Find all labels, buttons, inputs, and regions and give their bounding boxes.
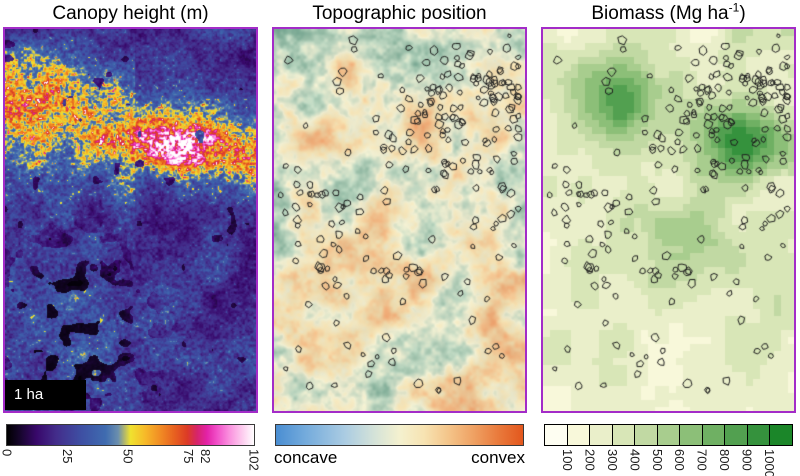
scale-bar-label: 1 ha [14,386,44,403]
colorbar-tick-label: 800 [717,449,733,471]
topographic-position-colorbar [275,424,524,446]
scale-bar: 1 ha [5,380,86,410]
biomass-class-swatch [612,425,636,445]
canopy-colorbar-ticks: 0 25 50 75 82 102 [0,446,262,476]
biomass-map [541,27,796,413]
canopy-height-map: 1 ha [3,27,258,413]
colorbar-tick-label: 1000 [762,449,778,476]
biomass-class-swatch [590,425,613,445]
biomass-class-swatch [545,425,568,445]
biomass-class-swatch [657,425,681,445]
colorbar-tick-label: 600 [672,449,688,471]
colorbar-tick-label: 400 [627,449,643,471]
canopy-height-colorbar [6,424,255,446]
biomass-title: Biomass (Mg ha-1) [541,1,796,27]
biomass-class-swatch [702,425,726,445]
colorbar-tick-label: 200 [582,449,598,471]
topographic-position-title: Topographic position [312,3,487,24]
biomass-colorbar [544,424,793,446]
topo-colorbar-zone: concave convex [272,424,527,468]
biomass-class-swatch [747,425,771,445]
biomass-title-prefix: Biomass (Mg ha [591,3,729,24]
biomass-class-swatch [770,425,793,445]
biomass-colorbar-ticks: 100 200 300 400 500 600 700 800 900 1000 [545,446,792,476]
colorbar-tick-label: 82 [198,449,214,464]
colorbar-tick-label: 900 [739,449,755,471]
biomass-class-swatch [635,425,658,445]
colorbar-tick-label: 100 [559,449,575,471]
panel-canopy-height: Canopy height (m) 1 ha 0 25 50 75 82 102 [0,1,262,476]
colorbar-tick-label: 300 [604,449,620,471]
colorbar-tick-label: 75 [181,449,197,464]
biomass-title-suffix: ) [739,3,746,24]
biomass-class-swatch [680,425,703,445]
biomass-colorbar-zone: 100 200 300 400 500 600 700 800 900 1000 [541,424,796,476]
biomass-raster [543,29,794,411]
canopy-height-title: Canopy height (m) [52,3,209,24]
panel-topographic-position: Topographic position concave convex [272,1,527,476]
biomass-class-swatch [567,425,591,445]
colorbar-tick-label: 700 [694,449,710,471]
colorbar-tick-label: 50 [120,449,136,464]
colorbar-tick-label: 25 [60,449,76,464]
convex-label: convex [471,448,525,467]
colorbar-tick-label: 500 [649,449,665,471]
biomass-class-swatch [725,425,748,445]
biomass-title-superscript: -1 [728,0,740,15]
topographic-position-map [272,27,527,413]
topo-colorbar-labels: concave convex [274,448,525,468]
concave-label: concave [274,448,338,467]
canopy-colorbar-zone: 0 25 50 75 82 102 [0,424,262,476]
colorbar-tick-label: 102 [246,449,262,471]
colorbar-tick-label: 0 [0,449,15,457]
topographic-position-raster [274,29,525,411]
panel-biomass: Biomass (Mg ha-1) 100 200 300 400 500 600 700 8… [541,1,796,476]
canopy-height-raster [5,29,256,411]
